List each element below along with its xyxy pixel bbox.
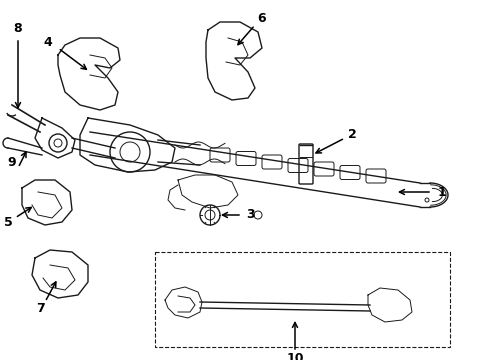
Text: 5: 5 [3, 216, 12, 229]
Text: 3: 3 [245, 208, 254, 221]
Text: 7: 7 [36, 302, 45, 315]
Text: 2: 2 [347, 127, 356, 140]
Text: 10: 10 [286, 351, 304, 360]
Text: 6: 6 [258, 12, 266, 24]
Text: 1: 1 [438, 185, 446, 198]
Circle shape [425, 198, 429, 202]
Text: 8: 8 [14, 22, 23, 35]
Bar [155, 252, 450, 347]
Text: 4: 4 [44, 36, 52, 49]
Text: 9: 9 [8, 156, 16, 168]
